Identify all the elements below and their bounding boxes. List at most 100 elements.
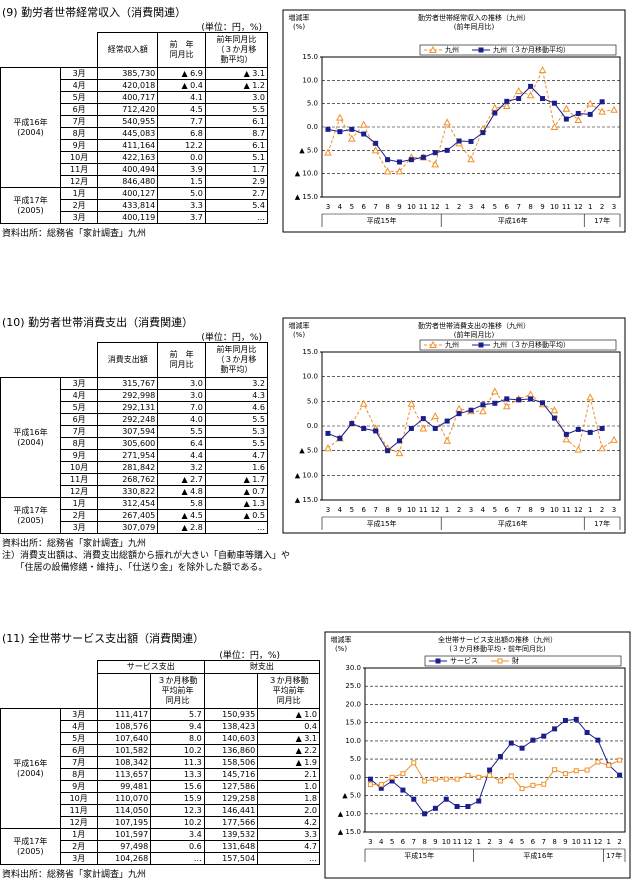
plot-area <box>321 351 621 501</box>
y-tick-label: 5.0 <box>350 755 361 763</box>
x-tick-label: 12 <box>463 838 472 846</box>
value-cell: 4.4 <box>157 449 206 462</box>
data-row: 3月 104,268… 157,504… <box>1 852 320 865</box>
point <box>480 402 486 408</box>
point <box>432 150 438 156</box>
value-cell: 8.0 <box>150 732 205 745</box>
value-cell: 1.7 <box>204 163 269 176</box>
x-tick-label: 1 <box>445 506 449 514</box>
point <box>610 435 618 443</box>
point <box>487 767 493 773</box>
point <box>408 157 414 163</box>
point <box>562 771 568 777</box>
point <box>502 101 511 109</box>
x-tick-label: 5 <box>520 838 524 846</box>
x-tick-label: 12 <box>431 506 440 514</box>
data-row: 7月 540,955 7.7 6.1 <box>1 115 269 128</box>
point <box>337 435 343 441</box>
value-cell: 5.5 <box>204 413 269 426</box>
month-cell: 5月 <box>59 732 98 745</box>
value-cell: 5.7 <box>150 708 205 721</box>
point <box>497 778 503 784</box>
x-tick-label: 5 <box>350 203 354 211</box>
y-tick-label: 30.0 <box>345 664 361 672</box>
year-label: 平成15年 <box>367 216 397 225</box>
y-tick-label: ▲ 10.0 <box>295 170 318 178</box>
header-sub: ３か月移動 平均前年 同月比 <box>150 673 205 709</box>
value-cell: 3.7 <box>157 211 206 224</box>
x-tick-label: 3 <box>498 838 502 846</box>
series-line <box>370 759 620 790</box>
y-tick-label: 5.0 <box>307 100 318 108</box>
point <box>598 444 606 452</box>
point <box>508 740 514 746</box>
legend-label: 九州 <box>445 340 459 349</box>
data-row: 6月 101,582 10.2 136,860 ▲ 2.2 <box>1 744 320 757</box>
value-cell: 2.0 <box>257 804 320 817</box>
point <box>552 767 558 773</box>
x-tick-label: 10 <box>572 838 581 846</box>
point <box>395 167 404 175</box>
value-cell: 158,506 <box>203 756 259 769</box>
point <box>411 760 417 766</box>
section-title: (10) 勤労者世帯消費支出（消費関連） <box>2 316 194 329</box>
data-row: 12月 107,195 10.2 177,566 4.2 <box>1 816 320 829</box>
value-cell: 3.2 <box>204 377 269 390</box>
y-axis-label: 増減率(%) <box>331 635 352 653</box>
value-cell: 140,603 <box>203 732 259 745</box>
value-cell: 4.2 <box>257 816 320 829</box>
point <box>575 110 581 116</box>
month-cell: 4月 <box>59 720 98 733</box>
value-cell: … <box>257 852 320 865</box>
x-tick-label: 8 <box>422 838 426 846</box>
month-cell: 7月 <box>60 425 99 438</box>
header-cell: 前年同月比 （３か月移 動平均） <box>204 32 269 68</box>
chart-subtitle: (３か月移動平均・前年同月比) <box>449 644 546 653</box>
data-row: 3月 307,079 ▲ 2.8… <box>1 521 269 534</box>
month-cell: 12月 <box>60 485 99 498</box>
year-label: 17年 <box>594 519 610 528</box>
point <box>550 122 559 130</box>
data-table: 消費支出額前 年 同月比 前年同月比 （３か月移 動平均） 平成16年 (2004)… <box>0 342 269 534</box>
value-cell: 445,083 <box>97 127 159 140</box>
x-tick-label: 5 <box>390 838 394 846</box>
data-row: 平成16年 (2004) 3月 385,730 ▲ 6.9 ▲ 3.1 <box>0 67 269 188</box>
point <box>606 762 612 768</box>
point <box>443 796 449 802</box>
value-cell: ▲ 6.9 <box>157 67 206 80</box>
point <box>563 431 569 437</box>
chart-subtitle: (前年同月比) <box>454 22 495 31</box>
y-tick-label: ▲ 15.0 <box>338 828 361 836</box>
value-cell: 150,935 <box>203 708 259 721</box>
data-row: 2月 267,405 ▲ 4.5 ▲ 0.5 <box>1 509 269 522</box>
point <box>422 811 428 817</box>
x-tick-label: 9 <box>563 838 567 846</box>
header-blank <box>0 32 99 68</box>
value-cell: 8.7 <box>204 127 269 140</box>
point <box>479 407 487 415</box>
x-tick-label: 11 <box>583 838 592 846</box>
y-tick-label: ▲ 10.0 <box>338 810 361 818</box>
value-cell: 6.1 <box>204 115 269 128</box>
point <box>431 160 440 168</box>
plot-area <box>364 667 626 833</box>
value-cell: 400,119 <box>97 211 159 224</box>
header-cell: 消費支出額 <box>97 342 159 378</box>
x-tick-label: 11 <box>562 506 571 514</box>
point <box>540 400 546 406</box>
point <box>516 397 522 403</box>
value-cell: 307,594 <box>97 425 159 438</box>
data-row: 10月 110,070 15.9 129,258 1.8 <box>1 792 320 805</box>
point <box>492 110 498 116</box>
point <box>552 726 558 732</box>
point <box>526 390 535 398</box>
point <box>336 113 344 121</box>
point <box>337 129 343 135</box>
legend-label: 九州（３か月移動平均） <box>493 340 570 349</box>
x-tick-label: 3 <box>326 203 330 211</box>
point <box>324 148 332 156</box>
value-cell: ▲ 1.3 <box>204 497 269 510</box>
point <box>420 154 426 160</box>
data-table: 経常収入額前 年 同月比 前年同月比 （３か月移 動平均） 平成16年 (2004)… <box>0 32 269 224</box>
x-tick-label: 2 <box>600 203 604 211</box>
